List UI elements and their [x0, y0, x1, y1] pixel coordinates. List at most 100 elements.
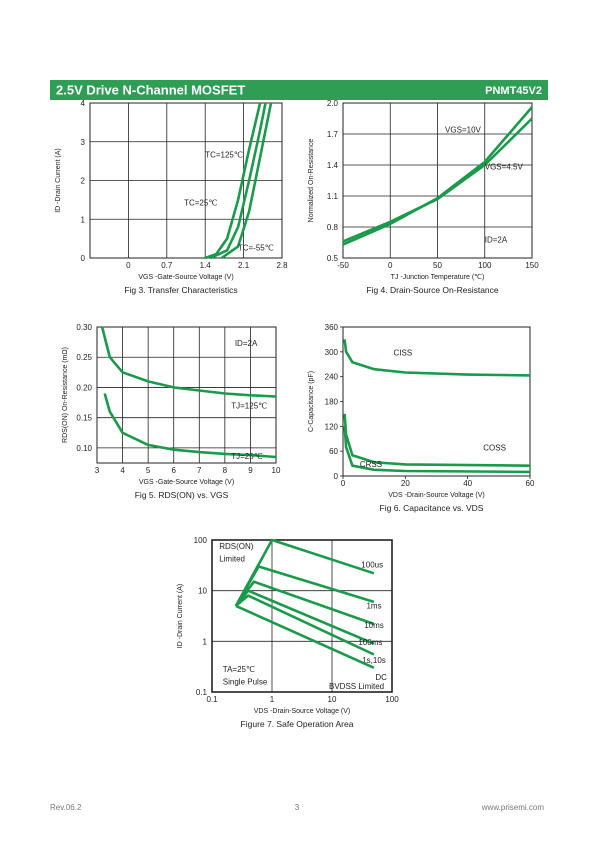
x-axis-label: VGS -Gate-Source Voltage (V)	[138, 274, 233, 281]
header-part: PNMT45V2	[485, 85, 542, 97]
footer-page: 3	[295, 803, 300, 812]
annotation: ID=2A	[485, 236, 508, 245]
x-axis-label: VDS -Drain-Source Voltage (V)	[388, 492, 484, 499]
x-axis-label: VDS -Drain-Source Voltage (V)	[254, 708, 350, 715]
annotation: TJ=25℃	[231, 452, 262, 461]
annotation: RDS(ON)	[219, 542, 254, 551]
series-label: 100us	[361, 560, 383, 569]
y-axis-label: ID -Drain Current (A)	[177, 584, 184, 649]
x-tick-label: 50	[433, 261, 442, 270]
x-tick-label: 3	[95, 466, 100, 475]
annotation: TC=125℃	[205, 150, 243, 159]
x-tick-label: 20	[401, 479, 410, 488]
series-line	[103, 393, 277, 459]
series-line	[235, 594, 375, 656]
series-label: 1s,10s	[362, 656, 386, 665]
series-line	[342, 106, 533, 246]
annotation: TC=25℃	[184, 198, 217, 207]
y-tick-label: 0.25	[76, 353, 92, 362]
x-tick-label: 40	[463, 479, 472, 488]
y-tick-label: 1.4	[327, 161, 339, 170]
annotation: ID=2A	[235, 339, 258, 348]
x-tick-label: 9	[248, 466, 253, 475]
series-line	[234, 565, 375, 607]
x-tick-label: 8	[223, 466, 228, 475]
series-label: 1ms	[366, 601, 381, 610]
x-tick-label: 7	[197, 466, 202, 475]
plot-frame	[342, 102, 533, 259]
y-tick-label: 4	[81, 99, 86, 108]
x-tick-label: 2.1	[238, 261, 250, 270]
annotation: TC=-55℃	[238, 243, 274, 252]
annotation: CISS	[393, 348, 412, 357]
x-tick-label: -50	[337, 261, 349, 270]
annotation: Single Pulse	[223, 677, 268, 686]
series-label: 100ms	[358, 638, 382, 647]
y-axis-label: ID -Drain Current (A)	[55, 148, 62, 213]
chart-title: Fig 6. Capacitance vs. VDS	[380, 503, 484, 513]
x-tick-label: 100	[385, 695, 399, 704]
y-tick-label: 120	[325, 422, 339, 431]
y-tick-label: 0.5	[327, 254, 339, 263]
x-tick-label: 150	[525, 261, 539, 270]
annotation: TJ=125℃	[231, 402, 267, 411]
y-tick-label: 180	[325, 398, 339, 407]
annotation: VGS=4.5V	[485, 163, 524, 172]
series-line	[100, 326, 277, 398]
y-tick-label: 3	[81, 138, 86, 147]
chart-title: Fig 4. Drain-Source On-Resistance	[366, 285, 499, 295]
x-tick-label: 0	[341, 479, 346, 488]
footer-rev: Rev.06.2	[50, 803, 82, 812]
x-tick-label: 1	[270, 695, 275, 704]
header-bar	[50, 80, 548, 100]
y-tick-label: 0.15	[76, 414, 92, 423]
y-tick-label: 0.1	[196, 688, 208, 697]
header-title: 2.5V Drive N-Channel MOSFET	[56, 82, 245, 97]
annotation: VGS=10V	[445, 125, 481, 134]
series-line	[204, 102, 262, 260]
x-axis-label: VGS -Gate-Source Voltage (V)	[139, 479, 234, 486]
series-line	[210, 102, 267, 260]
plot-frame	[342, 326, 531, 477]
chart-title: Fig 5. RDS(ON) vs. VGS	[135, 490, 229, 500]
footer-site: www.prisemi.com	[481, 803, 545, 812]
x-tick-label: 100	[478, 261, 492, 270]
x-tick-label: 1.4	[200, 261, 212, 270]
series-line	[343, 426, 531, 474]
series-line	[234, 580, 375, 626]
x-tick-label: 4	[120, 466, 125, 475]
y-tick-label: 0.10	[76, 444, 92, 453]
series-label: DC	[375, 673, 387, 682]
series-line	[235, 604, 375, 669]
annotation: COSS	[483, 444, 506, 453]
y-tick-label: 0.20	[76, 383, 92, 392]
x-tick-label: 0.1	[206, 695, 218, 704]
x-tick-label: 0	[388, 261, 393, 270]
series-line	[343, 413, 531, 467]
chart-title: Fig 3. Transfer Characteristics	[124, 285, 237, 295]
x-tick-label: 0	[126, 261, 131, 270]
plot-frame	[211, 539, 393, 693]
plot-frame	[89, 102, 283, 259]
x-tick-label: 10	[272, 466, 281, 475]
x-tick-label: 2.8	[276, 261, 288, 270]
y-tick-label: 0	[81, 254, 86, 263]
y-tick-label: 360	[325, 323, 339, 332]
y-tick-label: 2	[81, 177, 86, 186]
y-tick-label: 300	[325, 348, 339, 357]
y-tick-label: 10	[198, 587, 207, 596]
y-tick-label: 1	[203, 637, 208, 646]
annotation: CRSS	[360, 460, 382, 469]
y-tick-label: 0	[334, 472, 339, 481]
y-tick-label: 0.8	[327, 223, 339, 232]
x-tick-label: 60	[526, 479, 535, 488]
y-tick-label: 60	[329, 447, 338, 456]
series-label: 10ms	[364, 621, 384, 630]
series-line	[343, 339, 531, 377]
x-tick-label: 6	[171, 466, 176, 475]
y-tick-label: 1.1	[327, 192, 339, 201]
y-axis-label: Normalized On-Resistance	[308, 139, 315, 223]
plot-frame	[96, 326, 277, 464]
x-tick-label: 0.7	[161, 261, 173, 270]
